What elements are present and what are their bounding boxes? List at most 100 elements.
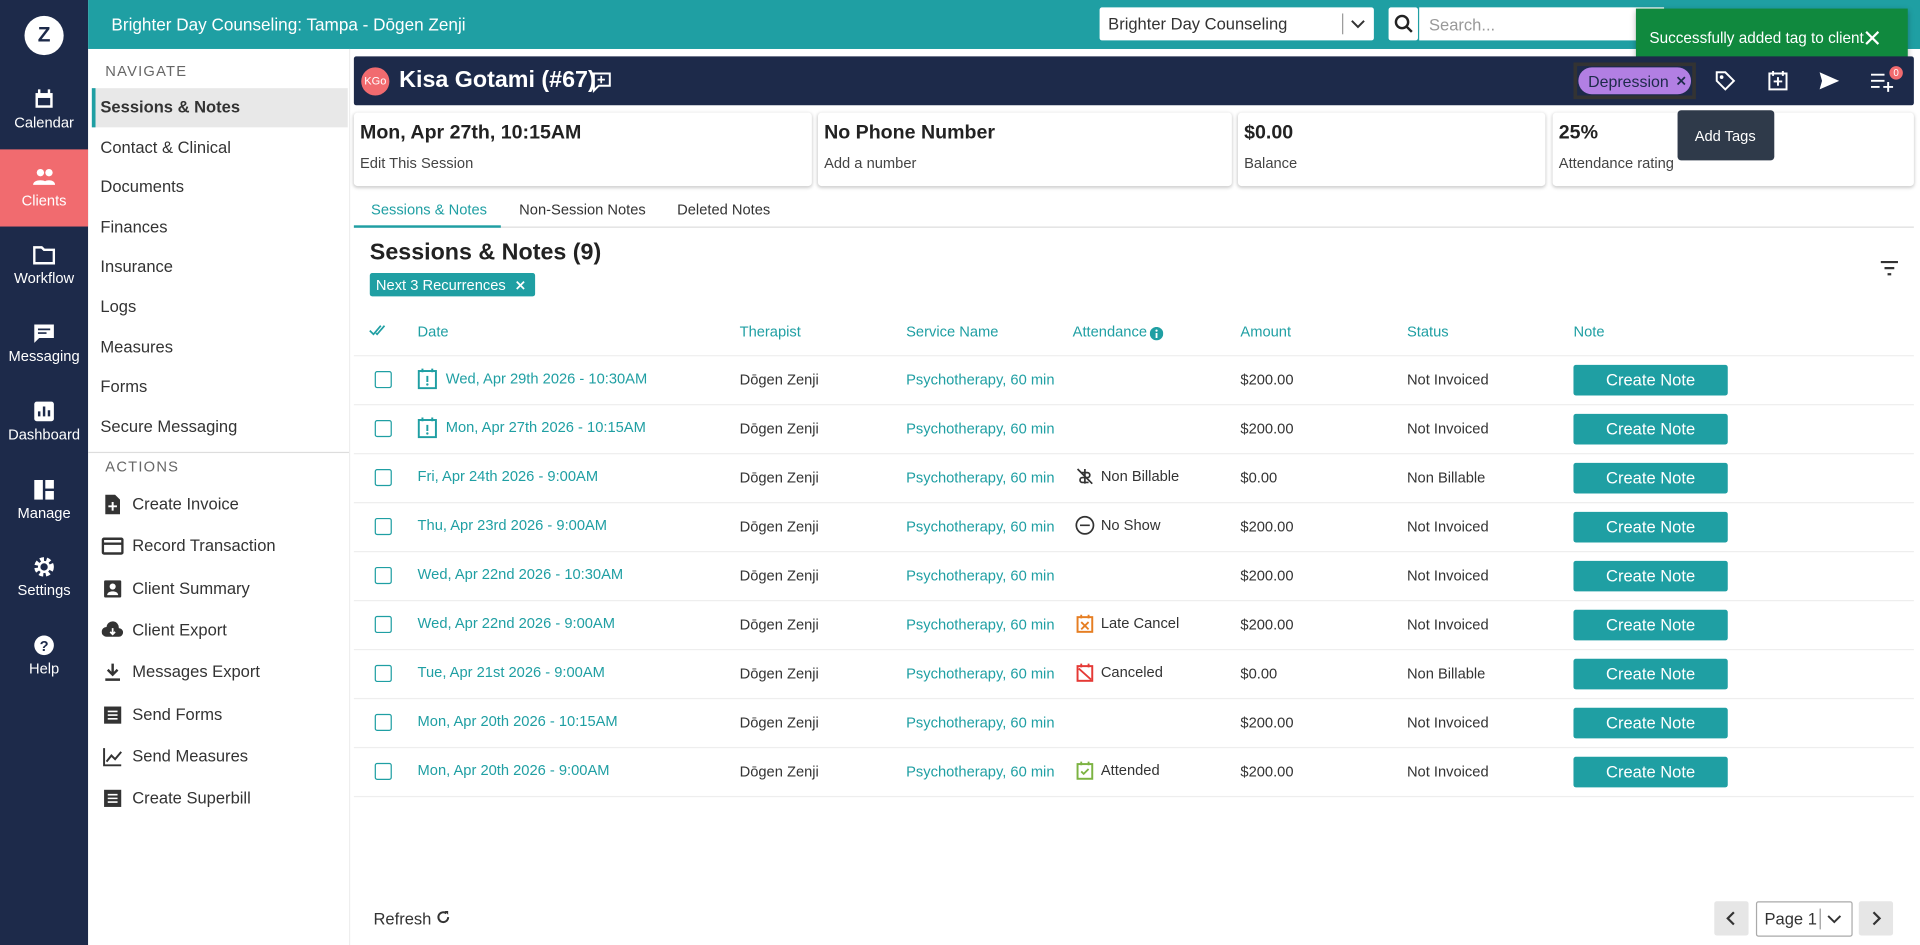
row-checkbox[interactable] — [374, 762, 392, 781]
nav-item[interactable]: Settings — [0, 539, 88, 616]
service-name[interactable]: Psychotherapy, 60 min — [906, 517, 1055, 536]
action-icon-svg — [101, 537, 124, 556]
create-note-button[interactable]: Create Note — [1573, 364, 1728, 396]
nav-link[interactable]: Insurance — [100, 257, 174, 276]
service-name[interactable]: Psychotherapy, 60 min — [906, 664, 1055, 683]
action-link[interactable]: Record Transaction — [132, 536, 276, 556]
toast-close[interactable] — [1864, 29, 1881, 46]
session-date[interactable]: Tue, Apr 21st 2026 - 9:00AM — [417, 663, 605, 681]
row-checkbox[interactable] — [374, 468, 392, 487]
action-link[interactable]: Create Superbill — [132, 788, 251, 808]
nav-link[interactable]: Sessions & Notes — [100, 97, 241, 117]
create-note-button[interactable]: Create Note — [1573, 658, 1728, 690]
nav-item[interactable]: Clients — [0, 149, 89, 227]
filter-icon[interactable] — [1880, 260, 1900, 277]
tag-chip[interactable]: Depression — [1578, 67, 1692, 95]
send-icon[interactable] — [1817, 69, 1841, 93]
row-checkbox[interactable] — [374, 615, 392, 634]
action-link[interactable]: Send Forms — [132, 704, 223, 724]
create-note-button[interactable]: Create Note — [1573, 756, 1728, 788]
row-checkbox[interactable] — [374, 420, 392, 438]
info-card[interactable]: Mon, Apr 27th, 10:15AM Edit This Session — [353, 112, 812, 187]
service-name[interactable]: Psychotherapy, 60 min — [906, 762, 1055, 781]
prev-page[interactable] — [1714, 901, 1749, 936]
session-date[interactable]: Wed, Apr 22nd 2026 - 9:00AM — [417, 614, 615, 632]
filter-remove[interactable] — [516, 280, 526, 290]
service-name[interactable]: Psychotherapy, 60 min — [906, 713, 1055, 732]
row-line — [353, 453, 1914, 455]
create-note-button[interactable]: Create Note — [1573, 462, 1728, 494]
action-link[interactable]: Client Export — [132, 620, 227, 640]
refresh-icon[interactable] — [436, 910, 451, 925]
refresh[interactable]: Refresh — [373, 909, 432, 929]
practice-select[interactable]: Brighter Day Counseling — [1099, 7, 1374, 41]
search-input[interactable]: Search... — [1419, 7, 1665, 41]
tag-icon[interactable] — [1713, 69, 1737, 93]
column-header[interactable]: Status — [1406, 323, 1449, 341]
list-add-icon[interactable] — [1869, 69, 1896, 93]
column-header[interactable]: Service Name — [906, 323, 999, 341]
session-date[interactable]: Mon, Apr 20th 2026 - 10:15AM — [417, 712, 618, 730]
create-note-button[interactable]: Create Note — [1573, 511, 1728, 543]
service-name[interactable]: Psychotherapy, 60 min — [906, 420, 1055, 438]
nav-link[interactable]: Secure Messaging — [100, 417, 238, 436]
column-header[interactable]: Date — [417, 323, 449, 341]
chat-icon[interactable] — [590, 71, 612, 93]
service-name[interactable]: Psychotherapy, 60 min — [906, 371, 1055, 389]
row-checkbox[interactable] — [374, 566, 392, 585]
tag-remove[interactable] — [1676, 76, 1686, 86]
nav-item[interactable]: Workflow — [0, 227, 88, 304]
session-date[interactable]: Thu, Apr 23rd 2026 - 9:00AM — [417, 516, 608, 534]
session-date[interactable]: Wed, Apr 22nd 2026 - 10:30AM — [417, 565, 624, 583]
row-checkbox[interactable] — [374, 517, 392, 536]
action-link[interactable]: Client Summary — [132, 578, 250, 598]
nav-item[interactable]: Messaging — [0, 305, 88, 382]
tab[interactable]: Non-Session Notes — [519, 200, 646, 218]
create-note-button[interactable]: Create Note — [1573, 707, 1728, 739]
column-header[interactable]: Amount — [1240, 323, 1292, 341]
session-date[interactable]: Fri, Apr 24th 2026 - 9:00AM — [417, 467, 599, 485]
row-checkbox[interactable] — [374, 664, 392, 683]
info-card[interactable]: $0.00 Balance — [1237, 112, 1546, 187]
calendar-add-icon[interactable] — [1766, 69, 1790, 93]
search-button[interactable] — [1388, 7, 1418, 41]
nav-item[interactable]: ? Help — [0, 617, 88, 694]
nav-link[interactable]: Logs — [100, 297, 137, 316]
service-name[interactable]: Psychotherapy, 60 min — [906, 615, 1055, 634]
next-page[interactable] — [1858, 901, 1894, 936]
create-note-button[interactable]: Create Note — [1573, 413, 1728, 445]
action-link[interactable]: Messages Export — [132, 662, 260, 682]
nav-link[interactable]: Documents — [100, 177, 185, 197]
session-date[interactable]: Mon, Apr 20th 2026 - 9:00AM — [417, 761, 610, 779]
row-checkbox[interactable] — [374, 371, 392, 389]
column-header[interactable]: Note — [1573, 323, 1605, 341]
action-link[interactable]: Send Measures — [132, 746, 249, 766]
nav-link[interactable]: Contact & Clinical — [100, 137, 231, 157]
column-header[interactable]: Attendance — [1072, 323, 1148, 341]
logo[interactable]: Z — [24, 15, 64, 56]
nav-item[interactable]: Manage — [0, 461, 88, 538]
prev-icon — [1726, 911, 1735, 926]
row-checkbox[interactable] — [374, 713, 392, 732]
info-card[interactable]: No Phone Number Add a number — [817, 112, 1232, 187]
nav-link[interactable]: Measures — [100, 337, 173, 356]
filter-chip[interactable]: Next 3 Recurrences — [369, 273, 536, 297]
nav-link[interactable]: Finances — [100, 217, 168, 237]
column-header[interactable]: Therapist — [739, 323, 801, 341]
action-icon-svg — [104, 705, 122, 724]
create-note-button[interactable]: Create Note — [1573, 560, 1728, 592]
action-link[interactable]: Create Invoice — [132, 494, 239, 514]
create-note-button[interactable]: Create Note — [1573, 609, 1728, 641]
nav-label: Calendar — [14, 113, 74, 132]
tab[interactable]: Sessions & Notes — [371, 200, 488, 218]
tab[interactable]: Deleted Notes — [677, 200, 771, 218]
page-select[interactable]: Page 1 — [1755, 901, 1853, 937]
session-date[interactable]: Wed, Apr 29th 2026 - 10:30AM — [445, 369, 648, 387]
nav-item[interactable]: Dashboard — [0, 383, 88, 460]
service-name[interactable]: Psychotherapy, 60 min — [906, 468, 1055, 487]
nav-link[interactable]: Forms — [100, 377, 148, 396]
select-all[interactable] — [369, 322, 389, 337]
session-date[interactable]: Mon, Apr 27th 2026 - 10:15AM — [445, 418, 646, 436]
nav-item[interactable]: Calendar — [0, 71, 88, 148]
service-name[interactable]: Psychotherapy, 60 min — [906, 566, 1055, 585]
